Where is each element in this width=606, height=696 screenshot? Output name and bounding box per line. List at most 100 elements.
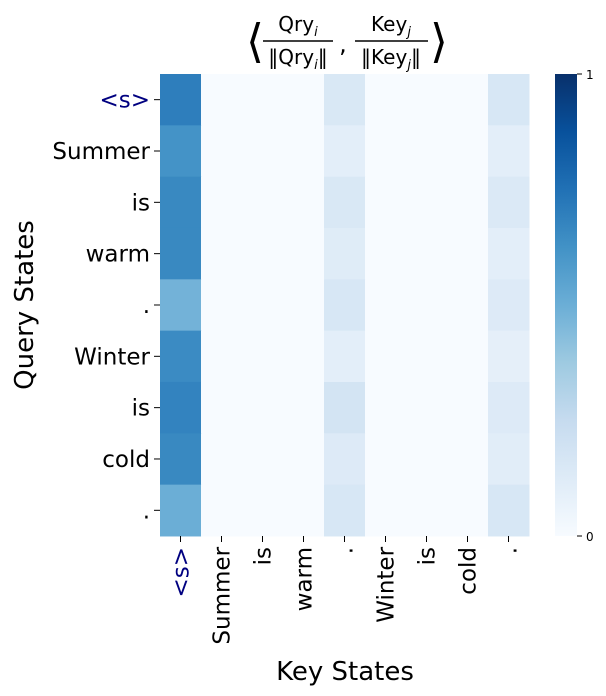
heatmap-cell (447, 74, 489, 126)
heatmap-cell (488, 125, 530, 178)
y-tick-label: is (132, 190, 150, 216)
heatmap-cell (160, 484, 202, 537)
heatmap-cell (201, 381, 243, 434)
heatmap-cell (242, 74, 284, 126)
x-tick-label: cold (456, 547, 482, 595)
x-tick-label: . (497, 547, 523, 554)
heatmap-cell (365, 484, 407, 537)
y-tick-label: is (132, 396, 150, 422)
heatmap-cell (365, 381, 407, 434)
x-axis-ticks: <s> Summer is warm. Winter is cold. (169, 535, 523, 645)
x-tick-label: . (333, 547, 359, 554)
heatmap-cell (324, 279, 366, 332)
heatmap-cell (201, 227, 243, 280)
heatmap-cell (447, 330, 489, 383)
title-key-numerator: Keyj (371, 12, 411, 40)
heatmap-cell (324, 125, 366, 178)
heatmap-cell (406, 125, 448, 178)
x-tick-label: <s> (169, 547, 195, 598)
heatmap-cell (160, 381, 202, 434)
heatmap-cell (365, 279, 407, 332)
y-tick-label: <s> (99, 88, 150, 114)
heatmap-cell (201, 279, 243, 332)
title-query-denominator: ‖Qryi‖ (268, 45, 327, 73)
heatmap-cell (324, 330, 366, 383)
heatmap-cell (160, 74, 202, 126)
heatmap-cell (283, 125, 325, 178)
heatmap-cell (201, 433, 243, 486)
heatmap-cell (324, 176, 366, 229)
heatmap-cell (447, 484, 489, 537)
heatmap-cell (283, 227, 325, 280)
heatmap-cells (160, 74, 530, 537)
heatmap-cell (324, 227, 366, 280)
heatmap-cell (283, 381, 325, 434)
heatmap-cell (488, 484, 530, 537)
heatmap-cell (406, 227, 448, 280)
heatmap-cell (488, 227, 530, 280)
heatmap-cell (242, 381, 284, 434)
heatmap-cell (488, 433, 530, 486)
heatmap-cell (488, 74, 530, 126)
title-key-denominator: ‖Keyj‖ (361, 45, 421, 73)
x-tick-label: is (251, 547, 277, 565)
colorbar: 1 0 (555, 68, 594, 544)
heatmap-cell (488, 381, 530, 434)
title-comma: , (339, 30, 347, 58)
y-tick-label: warm (86, 242, 150, 268)
heatmap-cell (160, 227, 202, 280)
title-open-angle: ⟨ (246, 14, 264, 68)
heatmap-cell (160, 279, 202, 332)
heatmap-cell (406, 330, 448, 383)
heatmap-cell (365, 433, 407, 486)
title-close-angle: ⟩ (430, 14, 448, 68)
heatmap-cell (447, 279, 489, 332)
y-tick-label: Summer (52, 139, 150, 165)
heatmap-cell (447, 227, 489, 280)
heatmap-cell (242, 176, 284, 229)
heatmap-cell (242, 279, 284, 332)
title-query-numerator: Qryi (278, 12, 318, 40)
x-tick-label: warm (292, 547, 318, 611)
heatmap-cell (365, 125, 407, 178)
heatmap-cell (406, 279, 448, 332)
heatmap-cell (242, 227, 284, 280)
heatmap-cell (447, 125, 489, 178)
heatmap-cell (365, 176, 407, 229)
colorbar-tick-max: 1 (586, 68, 594, 82)
colorbar-gradient (555, 74, 577, 536)
heatmap-cell (447, 381, 489, 434)
heatmap-cell (201, 125, 243, 178)
y-axis-label: Query States (10, 220, 40, 390)
x-axis-label: Key States (276, 657, 414, 687)
heatmap-cell (283, 279, 325, 332)
chart-title: ⟨ Qryi ‖Qryi‖ , Keyj ‖Keyj‖ ⟩ (246, 12, 448, 73)
x-tick-label: Winter (374, 546, 400, 622)
heatmap-cell (283, 484, 325, 537)
y-tick-label: . (143, 498, 150, 524)
heatmap-cell (365, 227, 407, 280)
heatmap-cell (406, 176, 448, 229)
heatmap-cell (365, 330, 407, 383)
heatmap-cell (406, 433, 448, 486)
heatmap-cell (324, 74, 366, 126)
heatmap-cell (283, 74, 325, 126)
heatmap-cell (324, 381, 366, 434)
heatmap-cell (160, 433, 202, 486)
heatmap-cell (201, 484, 243, 537)
heatmap-cell (160, 330, 202, 383)
heatmap-cell (406, 484, 448, 537)
y-tick-label: Winter (74, 344, 150, 370)
heatmap-cell (160, 125, 202, 178)
y-tick-label: . (143, 293, 150, 319)
y-tick-label: cold (102, 447, 150, 473)
heatmap-cell (324, 433, 366, 486)
heatmap-cell (201, 74, 243, 126)
heatmap-cell (406, 381, 448, 434)
y-axis-ticks: <s> Summer is warm. Winter is cold. (52, 88, 160, 524)
x-tick-label: Summer (210, 546, 236, 644)
heatmap-cell (283, 433, 325, 486)
heatmap-cell (242, 433, 284, 486)
heatmap-cell (201, 176, 243, 229)
